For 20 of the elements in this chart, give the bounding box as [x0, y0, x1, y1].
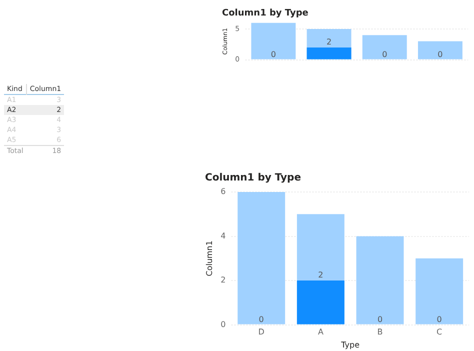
data-label: 0 [270, 50, 276, 59]
y-axis-title: Column1 [204, 240, 214, 276]
data-label: 0 [438, 50, 443, 59]
chart-title: Column1 by Type [205, 172, 302, 184]
y-tick-label: 0 [220, 320, 226, 329]
x-tick-label: B [377, 328, 383, 337]
y-tick-label: 6 [220, 187, 226, 196]
data-label: 0 [377, 314, 383, 324]
y-tick-label: 4 [220, 231, 226, 240]
data-label: 0 [436, 314, 442, 324]
y-tick-label: 2 [220, 276, 226, 285]
x-axis-title: Type [340, 340, 360, 350]
x-tick-label: A [318, 328, 324, 337]
chart-title: Column1 by Type [222, 8, 308, 19]
x-tick-label: D [258, 328, 264, 337]
x-tick-label: C [436, 328, 443, 337]
data-label: 2 [318, 270, 324, 280]
data-label: 2 [326, 38, 332, 47]
data-label: 0 [258, 314, 264, 324]
data-label: 0 [382, 50, 388, 59]
